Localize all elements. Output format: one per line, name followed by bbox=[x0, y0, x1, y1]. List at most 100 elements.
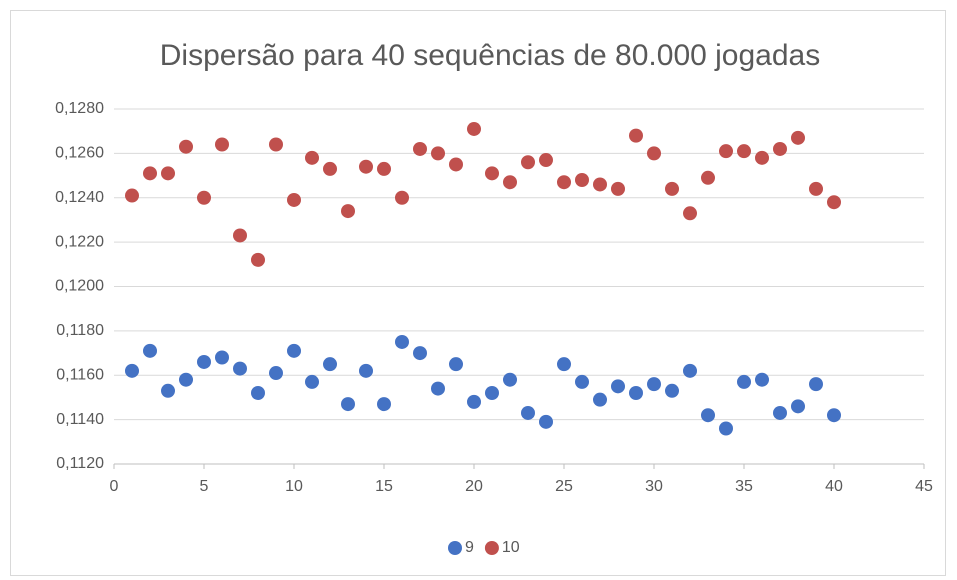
point bbox=[251, 386, 265, 400]
point bbox=[791, 399, 805, 414]
point bbox=[431, 381, 445, 396]
point bbox=[575, 173, 589, 187]
y-tick-label: 0,1280 bbox=[55, 100, 104, 117]
point bbox=[287, 192, 301, 207]
point bbox=[305, 150, 319, 165]
point bbox=[809, 377, 823, 392]
point bbox=[359, 159, 373, 174]
point bbox=[719, 144, 733, 159]
legend-marker bbox=[448, 541, 462, 555]
point bbox=[755, 150, 769, 165]
point bbox=[485, 166, 499, 181]
point bbox=[755, 372, 769, 387]
point bbox=[467, 121, 481, 136]
point bbox=[197, 354, 211, 369]
point bbox=[593, 392, 607, 407]
x-tick-label: 40 bbox=[825, 478, 843, 495]
point bbox=[539, 414, 553, 429]
point bbox=[233, 228, 247, 243]
point bbox=[233, 361, 247, 376]
point bbox=[701, 408, 715, 423]
x-tick-label: 10 bbox=[285, 478, 303, 495]
point bbox=[647, 377, 661, 392]
x-tick-label: 20 bbox=[465, 478, 483, 495]
point bbox=[215, 350, 229, 365]
point bbox=[575, 374, 589, 389]
point bbox=[773, 141, 787, 156]
point bbox=[791, 130, 805, 145]
point bbox=[161, 166, 175, 181]
point bbox=[827, 408, 841, 423]
point bbox=[197, 190, 211, 205]
point bbox=[629, 386, 643, 400]
point bbox=[323, 161, 337, 176]
point bbox=[377, 397, 391, 412]
point bbox=[737, 374, 751, 389]
legend-label: 9 bbox=[465, 539, 474, 556]
point bbox=[593, 177, 607, 192]
point bbox=[413, 346, 427, 361]
point bbox=[485, 386, 499, 400]
point bbox=[467, 394, 481, 409]
point bbox=[737, 144, 751, 159]
x-tick-label: 5 bbox=[200, 478, 209, 495]
y-tick-label: 0,1140 bbox=[56, 411, 104, 428]
y-tick-label: 0,1200 bbox=[55, 278, 104, 295]
point bbox=[647, 146, 661, 161]
point bbox=[269, 137, 283, 152]
point bbox=[809, 181, 823, 196]
point bbox=[341, 204, 355, 219]
point bbox=[557, 175, 571, 190]
point bbox=[719, 421, 733, 436]
x-tick-label: 25 bbox=[555, 478, 573, 495]
point bbox=[827, 195, 841, 210]
point bbox=[125, 188, 139, 203]
x-tick-label: 30 bbox=[645, 478, 663, 495]
point bbox=[503, 372, 517, 387]
point bbox=[449, 357, 463, 372]
point bbox=[521, 155, 535, 170]
point bbox=[701, 170, 715, 185]
y-tick-label: 0,1220 bbox=[55, 233, 104, 250]
legend-label: 10 bbox=[502, 539, 520, 556]
point bbox=[611, 379, 625, 394]
point bbox=[449, 157, 463, 172]
point bbox=[377, 161, 391, 176]
point bbox=[395, 190, 409, 205]
point bbox=[215, 137, 229, 152]
point bbox=[143, 343, 157, 358]
point bbox=[431, 146, 445, 161]
x-tick-label: 0 bbox=[110, 478, 119, 495]
legend-marker bbox=[484, 541, 499, 555]
point bbox=[341, 397, 355, 412]
point bbox=[521, 405, 535, 420]
point bbox=[683, 206, 697, 221]
chart-title: Dispersão para 40 sequências de 80.000 j… bbox=[160, 39, 820, 72]
y-tick-label: 0,1240 bbox=[55, 189, 104, 206]
y-tick-label: 0,1180 bbox=[56, 322, 104, 339]
x-tick-label: 15 bbox=[375, 478, 393, 495]
point bbox=[359, 363, 373, 378]
point bbox=[251, 252, 265, 267]
point bbox=[125, 363, 139, 378]
point bbox=[179, 372, 193, 387]
point bbox=[395, 334, 409, 349]
point bbox=[413, 141, 427, 156]
point bbox=[557, 357, 571, 372]
point bbox=[683, 363, 697, 378]
point bbox=[323, 357, 337, 372]
y-tick-label: 0,1160 bbox=[56, 366, 104, 383]
chart-border bbox=[10, 10, 946, 576]
point bbox=[665, 383, 679, 398]
point bbox=[305, 374, 319, 389]
x-tick-label: 45 bbox=[915, 478, 933, 495]
point bbox=[539, 153, 553, 168]
y-tick-label: 0,1260 bbox=[55, 145, 104, 162]
point bbox=[773, 405, 787, 420]
point bbox=[611, 181, 625, 196]
point bbox=[179, 139, 193, 154]
point bbox=[269, 366, 283, 381]
y-tick-label: 0,1120 bbox=[56, 455, 104, 472]
point bbox=[161, 383, 175, 398]
